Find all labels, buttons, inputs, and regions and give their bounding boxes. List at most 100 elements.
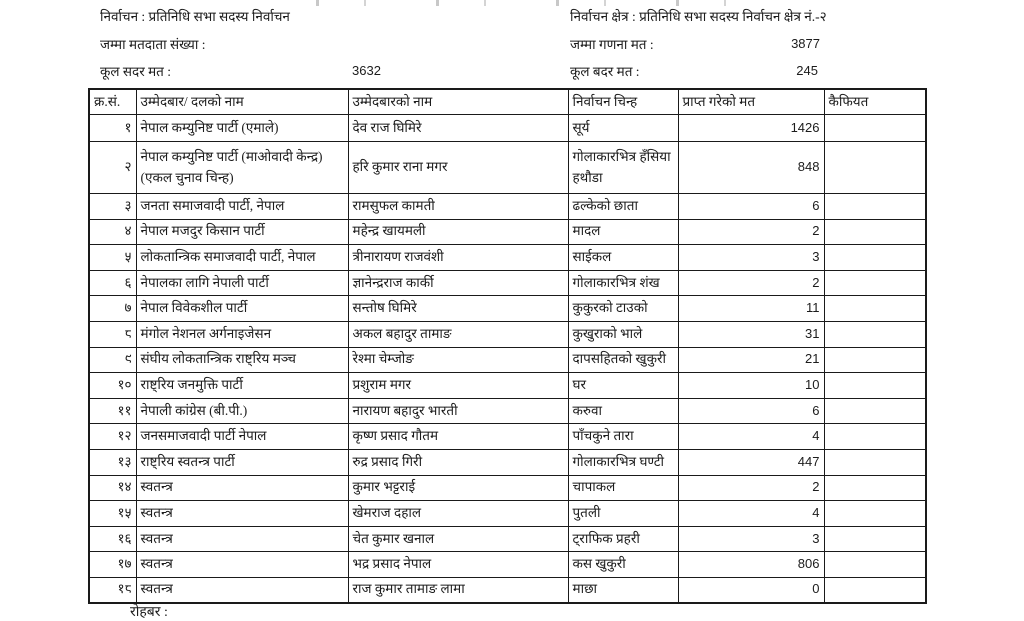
remarks-cell [823, 423, 927, 450]
col-header-symbol: निर्वाचन चिन्ह [567, 88, 679, 115]
candidate-cell: रेश्मा चेम्जोङ [347, 346, 569, 374]
table-row: २ नेपाल कम्युनिष्ट पार्टी (माओवादी केन्द्… [88, 141, 927, 194]
party-cell: नेपाली कांग्रेस (बी.पी.) [135, 397, 349, 425]
table-row: १३ राष्ट्रिय स्वतन्त्र पार्टी रुद्र प्रसाद… [88, 448, 927, 476]
candidate-cell: कुमार भट्टराई [347, 474, 569, 502]
remarks-cell [823, 295, 927, 322]
symbol-cell: कस खुकुरी [567, 551, 679, 578]
votes-cell: 6 [677, 397, 825, 425]
votes-cell: 4 [677, 500, 825, 527]
election-label: निर्वाचन : प्रतिनिधि सभा सदस्य निर्वाचन [100, 9, 290, 24]
party-cell: स्वतन्त्र [135, 500, 349, 527]
symbol-cell: कुखुराको भाले [567, 320, 679, 348]
serial-cell: १ [88, 114, 137, 142]
table-row: १२ जनसमाजवादी पार्टी नेपाल कृष्ण प्रसाद गौ… [88, 423, 927, 450]
remarks-cell [823, 320, 927, 348]
party-cell: स्वतन्त्र [135, 576, 349, 604]
votes-cell: 3 [677, 244, 825, 271]
candidate-cell: रुद्र प्रसाद गिरी [347, 448, 569, 476]
table-row: १७ स्वतन्त्र भद्र प्रसाद नेपाल कस खुकुरी 806 [88, 551, 927, 578]
votes-cell: 3 [677, 525, 825, 553]
symbol-cell: ढल्केको छाता [567, 193, 679, 220]
table-row: १ नेपाल कम्युनिष्ट पार्टी (एमाले) देव राज … [88, 114, 927, 142]
party-cell: राष्ट्रिय स्वतन्त्र पार्टी [135, 448, 349, 476]
votes-cell: 2 [677, 269, 825, 297]
symbol-cell: माछा [567, 576, 679, 604]
table-row: ४ नेपाल मजदुर किसान पार्टी महेन्द्र खायमली… [88, 218, 927, 246]
table-header-row: क्र.सं. उम्मेदबार/ दलको नाम उम्मेदबारको … [88, 88, 927, 115]
serial-cell: १७ [88, 551, 137, 578]
votes-cell: 6 [677, 193, 825, 220]
votes-cell: 11 [677, 295, 825, 322]
serial-cell: ११ [88, 397, 137, 425]
serial-cell: ९ [88, 346, 137, 374]
votes-cell: 4 [677, 423, 825, 450]
candidate-cell: राज कुमार तामाङ लामा [347, 576, 569, 604]
candidate-cell: नारायण बहादुर भारती [347, 397, 569, 425]
votes-cell: 2 [677, 218, 825, 246]
remarks-cell [823, 372, 927, 399]
candidate-cell: त्रीनारायण राजवंशी [347, 244, 569, 271]
serial-cell: ४ [88, 218, 137, 246]
candidate-cell: ज्ञानेन्द्रराज कार्की [347, 269, 569, 297]
remarks-cell [823, 244, 927, 271]
serial-cell: ८ [88, 320, 137, 348]
table-row: ५ लोकतान्त्रिक समाजवादी पार्टी, नेपाल त्री… [88, 244, 927, 271]
serial-cell: १२ [88, 423, 137, 450]
col-header-remarks: कैफियत [823, 88, 927, 115]
symbol-cell: चापाकल [567, 474, 679, 502]
serial-cell: ६ [88, 269, 137, 297]
candidate-cell: रामसुफल कामती [347, 193, 569, 220]
symbol-cell: कुकुरको टाउको [567, 295, 679, 322]
symbol-cell: पाँचकुने तारा [567, 423, 679, 450]
party-cell: नेपालका लागि नेपाली पार्टी [135, 269, 349, 297]
remarks-cell [823, 193, 927, 220]
constituency-label: निर्वाचन क्षेत्र : प्रतिनिधि सभा सदस्य न… [570, 9, 827, 24]
results-table: क्र.सं. उम्मेदबार/ दलको नाम उम्मेदबारको … [88, 88, 927, 604]
total-voters-label: जम्मा मतदाता संख्या : [100, 37, 206, 52]
party-cell: स्वतन्त्र [135, 551, 349, 578]
party-cell: मंगोल नेशनल अर्गनाइजेसन [135, 320, 349, 348]
table-row: ६ नेपालका लागि नेपाली पार्टी ज्ञानेन्द्ररा… [88, 269, 927, 297]
party-cell: स्वतन्त्र [135, 525, 349, 553]
candidate-cell: चेत कुमार खनाल [347, 525, 569, 553]
party-cell: राष्ट्रिय जनमुक्ति पार्टी [135, 372, 349, 399]
serial-cell: १० [88, 372, 137, 399]
table-row: ११ नेपाली कांग्रेस (बी.पी.) नारायण बहादुर … [88, 397, 927, 425]
total-valid-votes-value: 3632 [352, 63, 381, 78]
serial-cell: १८ [88, 576, 137, 604]
votes-cell: 10 [677, 372, 825, 399]
table-row: १६ स्वतन्त्र चेत कुमार खनाल ट्राफिक प्रहरी 3 [88, 525, 927, 553]
candidate-cell: देव राज घिमिरे [347, 114, 569, 142]
votes-cell: 21 [677, 346, 825, 374]
table-row: ८ मंगोल नेशनल अर्गनाइजेसन अकल बहादुर तामाङ… [88, 320, 927, 348]
remarks-cell [823, 269, 927, 297]
remarks-cell [823, 551, 927, 578]
party-cell: नेपाल मजदुर किसान पार्टी [135, 218, 349, 246]
symbol-cell: ट्राफिक प्रहरी [567, 525, 679, 553]
symbol-cell: गोलाकारभित्र हँसिया हथौडा [567, 141, 679, 194]
symbol-cell: करुवा [567, 397, 679, 425]
votes-cell: 1426 [677, 114, 825, 142]
symbol-cell: मादल [567, 218, 679, 246]
footer-partial-label: रोहबर : [130, 605, 168, 620]
candidate-cell: सन्तोष घिमिरे [347, 295, 569, 322]
serial-cell: २ [88, 141, 137, 194]
serial-cell: १४ [88, 474, 137, 502]
col-header-serial: क्र.सं. [88, 88, 137, 115]
table-row: १५ स्वतन्त्र खेमराज दहाल पुतली 4 [88, 500, 927, 527]
table-row: १८ स्वतन्त्र राज कुमार तामाङ लामा माछा 0 [88, 576, 927, 604]
remarks-cell [823, 114, 927, 142]
total-invalid-votes-value: 245 [796, 63, 818, 78]
symbol-cell: गोलाकारभित्र घण्टी [567, 448, 679, 476]
party-cell: नेपाल कम्युनिष्ट पार्टी (एमाले) [135, 114, 349, 142]
symbol-cell: दापसहितको खुकुरी [567, 346, 679, 374]
candidate-cell: कृष्ण प्रसाद गौतम [347, 423, 569, 450]
symbol-cell: सूर्य [567, 114, 679, 142]
serial-cell: ५ [88, 244, 137, 271]
candidate-cell: भद्र प्रसाद नेपाल [347, 551, 569, 578]
remarks-cell [823, 397, 927, 425]
symbol-cell: साईकल [567, 244, 679, 271]
serial-cell: १५ [88, 500, 137, 527]
